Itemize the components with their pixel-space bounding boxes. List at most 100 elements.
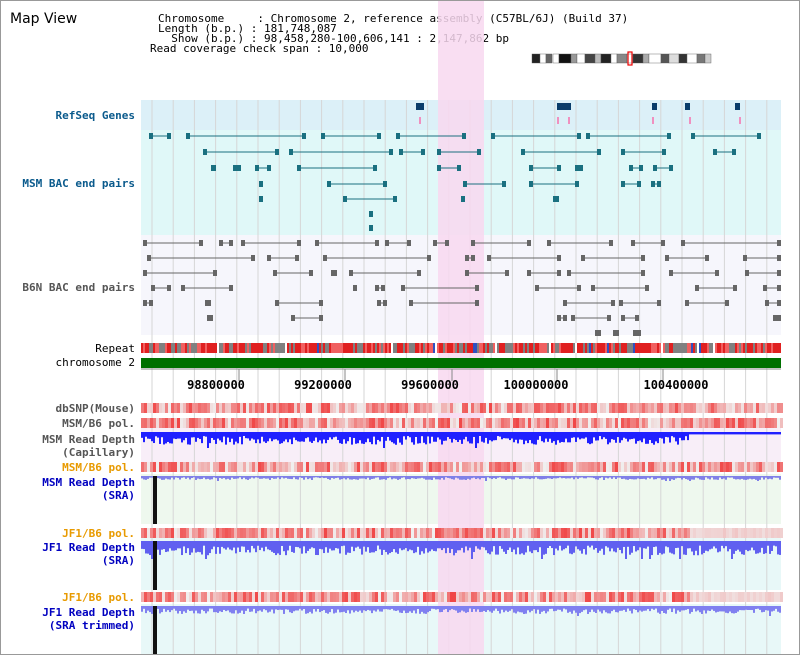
track-label-jf1-read-depth-trimmed[interactable]: JF1 Read Depth [42, 606, 135, 619]
dbsnp-heat [171, 403, 174, 413]
dbsnp-heat [333, 403, 336, 413]
track-label-dbsnp[interactable]: dbSNP(Mouse) [55, 402, 135, 415]
bac-end [577, 133, 581, 139]
jf1-b6-pol-trimmed-heat [603, 592, 606, 602]
jf1-sra-depth-bar [203, 541, 205, 546]
jf1-trimmed-depth-bar [261, 606, 263, 612]
msm-b6-pol-sra-heat [345, 462, 348, 472]
jf1-sra-depth-bar [509, 541, 511, 548]
msm-sra-depth-bar [533, 476, 535, 479]
track-label-jf1-b6-pol-sra[interactable]: JF1/B6 pol. [62, 527, 135, 540]
track-label-b6n-bac[interactable]: B6N BAC end pairs [22, 281, 135, 294]
jf1-b6-pol-heat [267, 528, 270, 538]
bac-end [685, 300, 689, 306]
bac-end [713, 149, 717, 155]
msm-sra-depth-bar [259, 476, 261, 479]
msm-b6-pol-sra-heat [312, 462, 315, 472]
info-coverage-span: Read coverage check span : 10,000 [150, 42, 369, 55]
repeat-segment [511, 343, 513, 353]
jf1-b6-pol-trimmed-heat [141, 592, 144, 602]
jf1-trimmed-depth-bar [629, 606, 631, 611]
jf1-b6-pol-trimmed-heat [258, 592, 261, 602]
bac-end [475, 300, 479, 306]
track-label-msm-bac[interactable]: MSM BAC end pairs [22, 177, 135, 190]
jf1-trimmed-depth-bar [581, 606, 583, 612]
jf1-sra-depth-bar [395, 541, 397, 553]
msm-capillary-depth-bar [207, 432, 209, 448]
msm-capillary-depth-bar [153, 432, 155, 444]
track-label-jf1-b6-pol-trimmed[interactable]: JF1/B6 pol. [62, 591, 135, 604]
jf1-sra-depth-bar [245, 541, 247, 553]
msm-capillary-depth-bar [351, 432, 353, 445]
msm-capillary-depth-bar [349, 432, 351, 438]
msm-capillary-depth-bar [567, 432, 569, 443]
jf1-b6-pol-heat [201, 528, 204, 538]
bac-end [691, 133, 695, 139]
track-label-jf1-trimmed-sub: (SRA trimmed) [48, 619, 135, 632]
bac-end [777, 285, 781, 291]
jf1-b6-pol-heat [639, 528, 642, 538]
track-label-msm-read-depth-capillary[interactable]: MSM Read Depth [42, 433, 135, 446]
jf1-sra-depth-bar [177, 541, 179, 549]
bac-end [575, 165, 579, 171]
jf1-sra-depth-bar [385, 541, 387, 553]
msm-b6-pol-heat [492, 418, 495, 428]
msm-capillary-depth-bar [183, 432, 185, 441]
repeat-segment [267, 343, 269, 353]
jf1-b6-pol-trimmed-heat [288, 592, 291, 602]
msm-b6-pol-heat [519, 418, 522, 428]
bac-end [773, 315, 777, 321]
track-label-refseq[interactable]: RefSeq Genes [55, 109, 135, 122]
jf1-b6-pol-heat [741, 528, 744, 538]
repeat-segment [495, 343, 497, 353]
repeat-segment [197, 343, 199, 353]
jf1-b6-pol-heat [147, 528, 150, 538]
jf1-b6-pol-trimmed-heat [729, 592, 732, 602]
repeat-segment [333, 343, 335, 353]
track-label-msm-b6-pol-capillary[interactable]: MSM/B6 pol. [62, 417, 135, 430]
track-label-repeat[interactable]: Repeat [95, 342, 135, 355]
dbsnp-heat [528, 403, 531, 413]
jf1-b6-pol-heat [684, 528, 687, 538]
bac-end [629, 165, 633, 171]
msm-capillary-depth-bar [359, 432, 361, 441]
chromosome-ideogram[interactable] [531, 51, 712, 66]
msm-capillary-depth-bar [371, 432, 373, 445]
bac-end [463, 181, 467, 187]
jf1-b6-pol-trimmed-heat [759, 592, 762, 602]
dbsnp-heat [747, 403, 750, 413]
msm-capillary-depth-bar [489, 432, 491, 441]
ideogram-band [594, 53, 602, 64]
jf1-sra-depth-bar [231, 541, 233, 551]
jf1-b6-pol-trimmed-heat [666, 592, 669, 602]
repeat-segment [721, 343, 723, 353]
msm-capillary-depth-bar [295, 432, 297, 441]
msm-sra-depth-bar [291, 476, 293, 480]
jf1-sra-depth-bar [279, 541, 281, 555]
dbsnp-heat [543, 403, 546, 413]
msm-sra-depth-bar [197, 476, 199, 479]
jf1-sra-depth-bar [527, 541, 529, 546]
track-label-jf1-read-depth-sra[interactable]: JF1 Read Depth [42, 541, 135, 554]
msm-capillary-depth-bar [405, 432, 407, 440]
dbsnp-heat [423, 403, 426, 413]
bac-end [765, 300, 769, 306]
msm-sra-depth-bar [501, 476, 503, 479]
msm-b6-pol-heat [222, 418, 225, 428]
track-label-msm-read-depth-sra[interactable]: MSM Read Depth [42, 476, 135, 489]
repeat-segment [627, 343, 629, 353]
msm-sra-depth-bar [213, 476, 215, 478]
track-label-msm-b6-pol-sra[interactable]: MSM/B6 pol. [62, 461, 135, 474]
msm-b6-pol-sra-heat [717, 462, 720, 472]
jf1-b6-pol-heat [585, 528, 588, 538]
dbsnp-heat [378, 403, 381, 413]
jf1-sra-depth-bar [151, 541, 153, 559]
jf1-trimmed-depth-bar [217, 606, 219, 613]
jf1-b6-pol-trimmed-heat [363, 592, 366, 602]
msm-sra-depth-bar [447, 476, 449, 478]
msm-capillary-depth-bar [503, 432, 505, 439]
repeat-segment [517, 343, 519, 353]
jf1-b6-pol-trimmed-heat [450, 592, 453, 602]
jf1-sra-depth-bar [471, 541, 473, 559]
